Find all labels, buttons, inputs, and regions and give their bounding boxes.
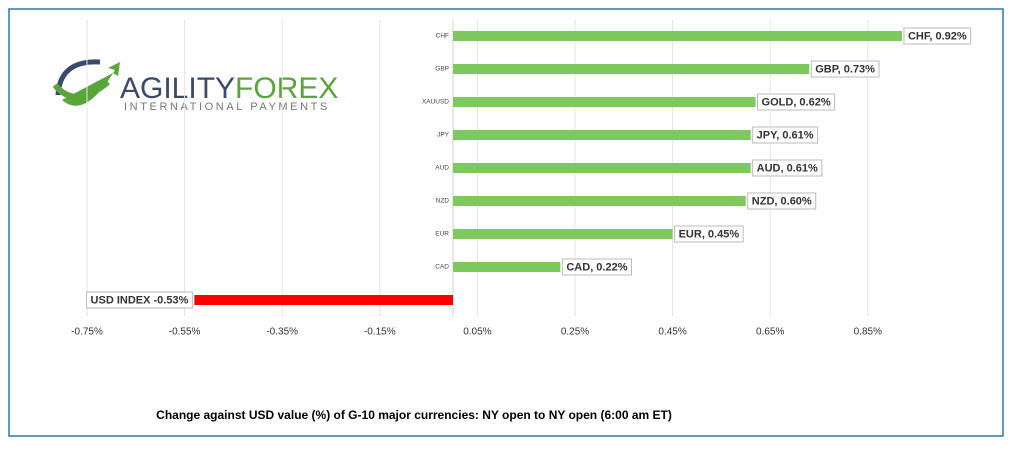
x-tick-label: -0.35% [266,327,298,338]
x-tick-label: 0.45% [658,327,686,338]
logo-name: AGILITYFOREX [120,72,338,105]
y-tick-label: XAUUSD [422,99,449,106]
x-tick-label: 0.25% [561,327,589,338]
data-label-box [752,126,819,144]
x-tick-label: -0.15% [364,327,396,338]
data-label: USD INDEX -0.53% [91,294,189,306]
logo-arrow [62,62,120,106]
data-label: JPY, 0.61% [757,129,814,141]
x-tick-label: -0.75% [71,327,103,338]
bar [453,163,751,173]
bar [453,97,756,107]
data-label: GBP, 0.73% [815,63,875,75]
y-tick-label: EUR [435,231,449,238]
y-tick-label: CAD [435,264,449,271]
data-label: GOLD, 0.62% [762,96,831,108]
bar [453,130,751,140]
logo-tagline: INTERNATIONAL PAYMENTS [124,101,330,113]
y-tick-label: JPY [437,132,450,139]
bar [453,31,902,41]
data-label-box [757,93,836,111]
bar [453,64,810,74]
data-label: EUR, 0.45% [679,228,740,240]
data-label: CHF, 0.92% [908,30,967,42]
data-label-box [752,159,823,177]
bar [453,229,673,239]
x-tick-label: 0.85% [854,327,882,338]
data-label: CAD, 0.22% [566,261,627,273]
data-label-box [674,225,744,243]
y-tick-label: AUD [435,165,449,172]
data-label-box [810,60,880,78]
data-label: AUD, 0.61% [757,162,818,174]
bar [453,196,746,206]
x-tick-label: -0.55% [169,327,201,338]
logo: AGILITYFOREX INTERNATIONAL PAYMENTS [52,59,338,113]
data-label-box [747,192,817,210]
y-tick-label: CHF [436,33,449,40]
chart-title: Change against USD value (%) of G-10 maj… [156,408,672,422]
data-label-box [903,27,972,45]
y-tick-label: GBP [435,66,449,73]
bar [453,262,561,272]
y-tick-label: NZD [436,198,450,205]
bar [194,295,454,305]
data-label-box [561,258,633,276]
x-tick-label: 0.65% [756,327,784,338]
data-label: NZD, 0.60% [752,195,812,207]
frame [8,8,1004,437]
x-tick-label: 0.05% [463,327,491,338]
data-label-box [86,291,193,309]
